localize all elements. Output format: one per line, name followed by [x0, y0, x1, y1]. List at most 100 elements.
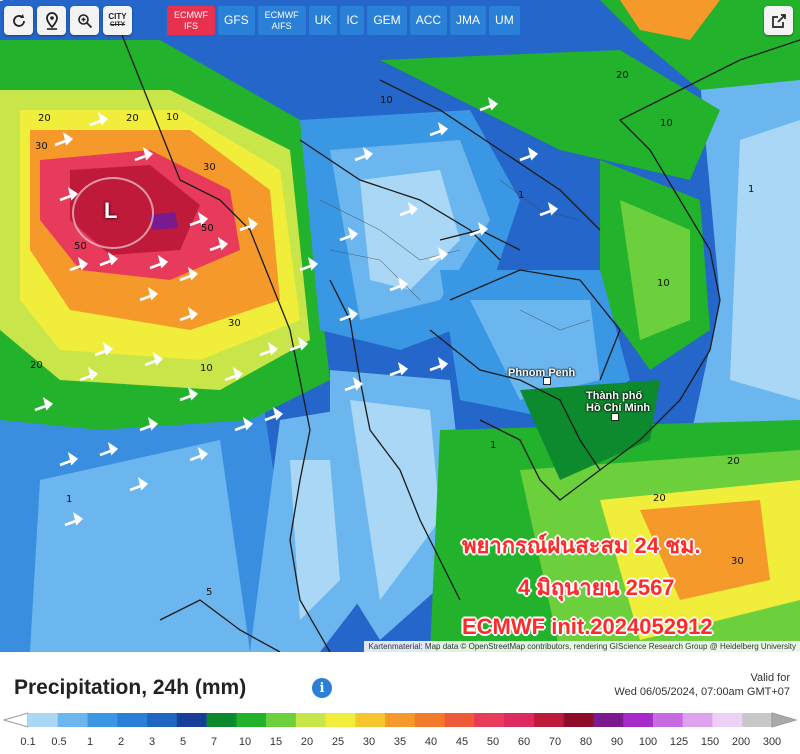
scale-swatch: [533, 713, 565, 727]
scale-label: 150: [700, 736, 720, 748]
isoline-label: 1: [490, 440, 497, 451]
scale-swatch: [504, 713, 535, 727]
city-dot-ho-chi-minh: [611, 413, 619, 421]
scale-swatch: [712, 713, 743, 727]
scale-left-arrow: [2, 712, 29, 728]
refresh-icon: [12, 13, 25, 27]
isoline-label: 50: [201, 223, 214, 234]
tab-gfs[interactable]: GFS: [218, 6, 255, 35]
isoline-label: 10: [380, 95, 393, 106]
scale-label: 15: [269, 736, 283, 748]
model-tabs: ECMWF IFS GFS ECMWF AIFS UK IC GEM ACC J…: [167, 6, 520, 35]
scale-swatch: [623, 713, 654, 727]
scale-label: 125: [669, 736, 689, 748]
scale-label: 40: [424, 736, 438, 748]
tab-ecmwf-ifs[interactable]: ECMWF IFS: [167, 6, 215, 35]
isoline-label: 20: [727, 456, 740, 467]
tab-uk[interactable]: UK: [308, 6, 338, 35]
isoline-label: 5: [206, 587, 213, 598]
forecast-overlay-date: 4 มิถุนายน 2567: [518, 575, 675, 600]
scale-label: 20: [300, 736, 314, 748]
scale-label: 50: [486, 736, 500, 748]
color-scale-labels: 0.1 0.5 1 2 3 5 7 10 15 20 25 30 35 40 45 50 60 70 80 90 100…: [0, 736, 800, 750]
zoom-icon: [77, 13, 92, 28]
tab-ecmwf-aifs[interactable]: ECMWF AIFS: [257, 6, 306, 35]
scale-label: 200: [731, 736, 751, 748]
zoom-button[interactable]: [70, 6, 99, 35]
scale-swatch: [414, 713, 446, 727]
scale-label: 100: [638, 736, 658, 748]
scale-label: 3: [148, 736, 156, 748]
isoline-label: 1: [66, 494, 73, 505]
valid-for-label: Valid for: [750, 672, 790, 684]
precipitation-field: [0, 0, 800, 652]
city-toggle-strike: CITY: [109, 20, 126, 28]
isoline-label: 20: [30, 360, 43, 371]
isoline-label: 10: [166, 112, 179, 123]
share-button[interactable]: [764, 6, 793, 35]
scale-label: 90: [610, 736, 624, 748]
isoline-label: 30: [731, 556, 744, 567]
legend-footer: Precipitation, 24h (mm) i Valid for Wed …: [0, 652, 800, 754]
share-icon: [771, 13, 786, 28]
refresh-button[interactable]: [4, 6, 33, 35]
scale-label: 70: [548, 736, 562, 748]
color-scale-bar: [2, 712, 798, 728]
scale-swatch: [28, 713, 59, 727]
scale-swatch: [652, 713, 684, 727]
scale-label: 2: [117, 736, 125, 748]
scale-swatch: [206, 713, 237, 727]
scale-label: 0.5: [51, 736, 67, 748]
scale-label: 30: [362, 736, 376, 748]
location-pin-icon: [45, 11, 58, 30]
city-label-phnom-penh: Phnom Penh: [508, 367, 576, 379]
scale-label: 300: [762, 736, 782, 748]
isoline-label: 10: [200, 363, 213, 374]
scale-swatch: [176, 713, 208, 727]
scale-swatch: [87, 713, 118, 727]
tab-gem[interactable]: GEM: [367, 6, 407, 35]
forecast-overlay-init: ECMWF init.2024052912: [462, 614, 713, 639]
isoline-label: 20: [38, 113, 51, 124]
scale-label: 60: [517, 736, 531, 748]
scale-label: 35: [393, 736, 407, 748]
scale-swatch: [742, 713, 773, 727]
location-button[interactable]: [37, 6, 66, 35]
valid-date: Wed 06/05/2024, 07:00am GMT+07: [614, 686, 790, 698]
isoline-label: 30: [35, 141, 48, 152]
scale-label: 7: [210, 736, 218, 748]
low-pressure-label: L: [104, 198, 118, 223]
precipitation-map[interactable]: 20 30 30 20 10 50 50 30 20 10 1 1 10 20 …: [0, 0, 800, 652]
scale-right-arrow: [771, 712, 798, 728]
scale-swatch: [295, 713, 327, 727]
scale-label: 1: [86, 736, 94, 748]
scale-swatch: [236, 713, 267, 727]
scale-swatch: [563, 713, 594, 727]
isoline-label: 20: [616, 70, 629, 81]
scale-swatch: [57, 713, 89, 727]
isoline-label: 1: [518, 190, 525, 201]
city-label-ho-chi-minh: Thành phố Hồ Chí Minh: [586, 390, 651, 414]
scale-swatch: [444, 713, 475, 727]
tab-jma[interactable]: JMA: [450, 6, 487, 35]
tab-ic[interactable]: IC: [340, 6, 365, 35]
scale-swatch: [682, 713, 713, 727]
info-icon[interactable]: i: [312, 678, 332, 698]
scale-swatch: [147, 713, 178, 727]
scale-swatch: [266, 713, 297, 727]
scale-swatch: [355, 713, 386, 727]
isoline-label: 30: [203, 162, 216, 173]
isoline-label: 10: [657, 278, 670, 289]
low-pressure-marker: L: [72, 177, 154, 249]
scale-label: 25: [331, 736, 345, 748]
tab-um[interactable]: UM: [489, 6, 520, 35]
isoline-label: 20: [653, 493, 666, 504]
scale-label: 0.1: [20, 736, 36, 748]
scale-label: 10: [238, 736, 252, 748]
scale-label: 80: [579, 736, 593, 748]
map-attribution: Kartenmaterial: Map data © OpenStreetMap…: [364, 641, 800, 652]
city-toggle-button[interactable]: CITY CITY: [103, 6, 132, 35]
tab-acc[interactable]: ACC: [409, 6, 448, 35]
isoline-label: 1: [748, 184, 755, 195]
legend-title: Precipitation, 24h (mm): [14, 676, 247, 699]
